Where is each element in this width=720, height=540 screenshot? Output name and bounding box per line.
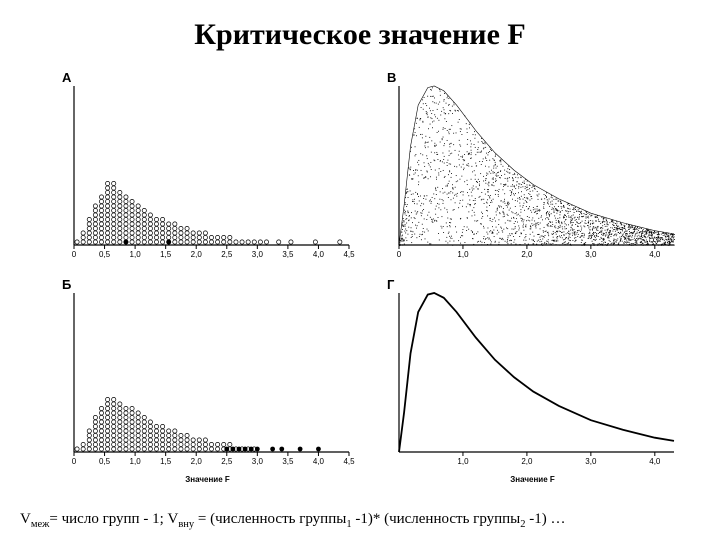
- svg-text:0: 0: [72, 250, 77, 259]
- svg-text:4,0: 4,0: [649, 457, 661, 466]
- slide-title: Критическое значение F: [0, 18, 720, 52]
- svg-text:0,5: 0,5: [99, 457, 111, 466]
- svg-text:0,5: 0,5: [99, 250, 111, 259]
- formula: Vмеж= число групп - 1; Vвну = (численнос…: [0, 511, 720, 530]
- svg-text:3,0: 3,0: [252, 457, 264, 466]
- svg-text:3,5: 3,5: [282, 457, 294, 466]
- svg-text:4,0: 4,0: [313, 250, 325, 259]
- svg-text:4,0: 4,0: [649, 250, 661, 259]
- svg-text:0: 0: [72, 457, 77, 466]
- svg-text:2,0: 2,0: [521, 250, 533, 259]
- svg-text:0: 0: [397, 250, 402, 259]
- svg-text:2,5: 2,5: [221, 250, 233, 259]
- svg-text:1,5: 1,5: [160, 457, 172, 466]
- svg-text:2,0: 2,0: [191, 457, 203, 466]
- svg-text:3,0: 3,0: [585, 250, 597, 259]
- panel-b: Б00,51,01,52,02,53,03,54,04,5Значение F: [60, 277, 355, 470]
- svg-text:2,5: 2,5: [221, 457, 233, 466]
- chart-grid: А00,51,01,52,02,53,03,54,04,5 В01,02,03,…: [60, 70, 680, 470]
- svg-text:3,5: 3,5: [282, 250, 294, 259]
- panel-a-plot: 0 0,5 1,0 1,5 2,0 2,5 3,0 3,5 4,0 4,5: [60, 70, 355, 263]
- panel-g-plot: 1,0 2,0 3,0 4,0: [385, 277, 680, 470]
- panel-b-xlabel: Значение F: [60, 475, 355, 484]
- svg-text:4,5: 4,5: [343, 250, 355, 259]
- panel-b-plot: 0 0,5 1,0 1,5 2,0 2,5 3,0 3,5 4,0 4,5: [60, 277, 355, 470]
- panel-g: Г1,02,03,04,0Значение F: [385, 277, 680, 470]
- svg-text:1,5: 1,5: [160, 250, 172, 259]
- svg-text:4,5: 4,5: [343, 457, 355, 466]
- svg-text:3,0: 3,0: [252, 250, 264, 259]
- panel-g-xlabel: Значение F: [385, 475, 680, 484]
- svg-text:1,0: 1,0: [457, 457, 469, 466]
- svg-text:3,0: 3,0: [585, 457, 597, 466]
- svg-text:2,0: 2,0: [521, 457, 533, 466]
- svg-text:1,0: 1,0: [130, 457, 142, 466]
- svg-text:2,0: 2,0: [191, 250, 203, 259]
- svg-text:1,0: 1,0: [130, 250, 142, 259]
- svg-text:4,0: 4,0: [313, 457, 325, 466]
- svg-text:1,0: 1,0: [457, 250, 469, 259]
- panel-a: А00,51,01,52,02,53,03,54,04,5: [60, 70, 355, 263]
- panel-v-plot: 0 1,0 2,0 3,0 4,0: [385, 70, 680, 263]
- panel-v: В01,02,03,04,0: [385, 70, 680, 263]
